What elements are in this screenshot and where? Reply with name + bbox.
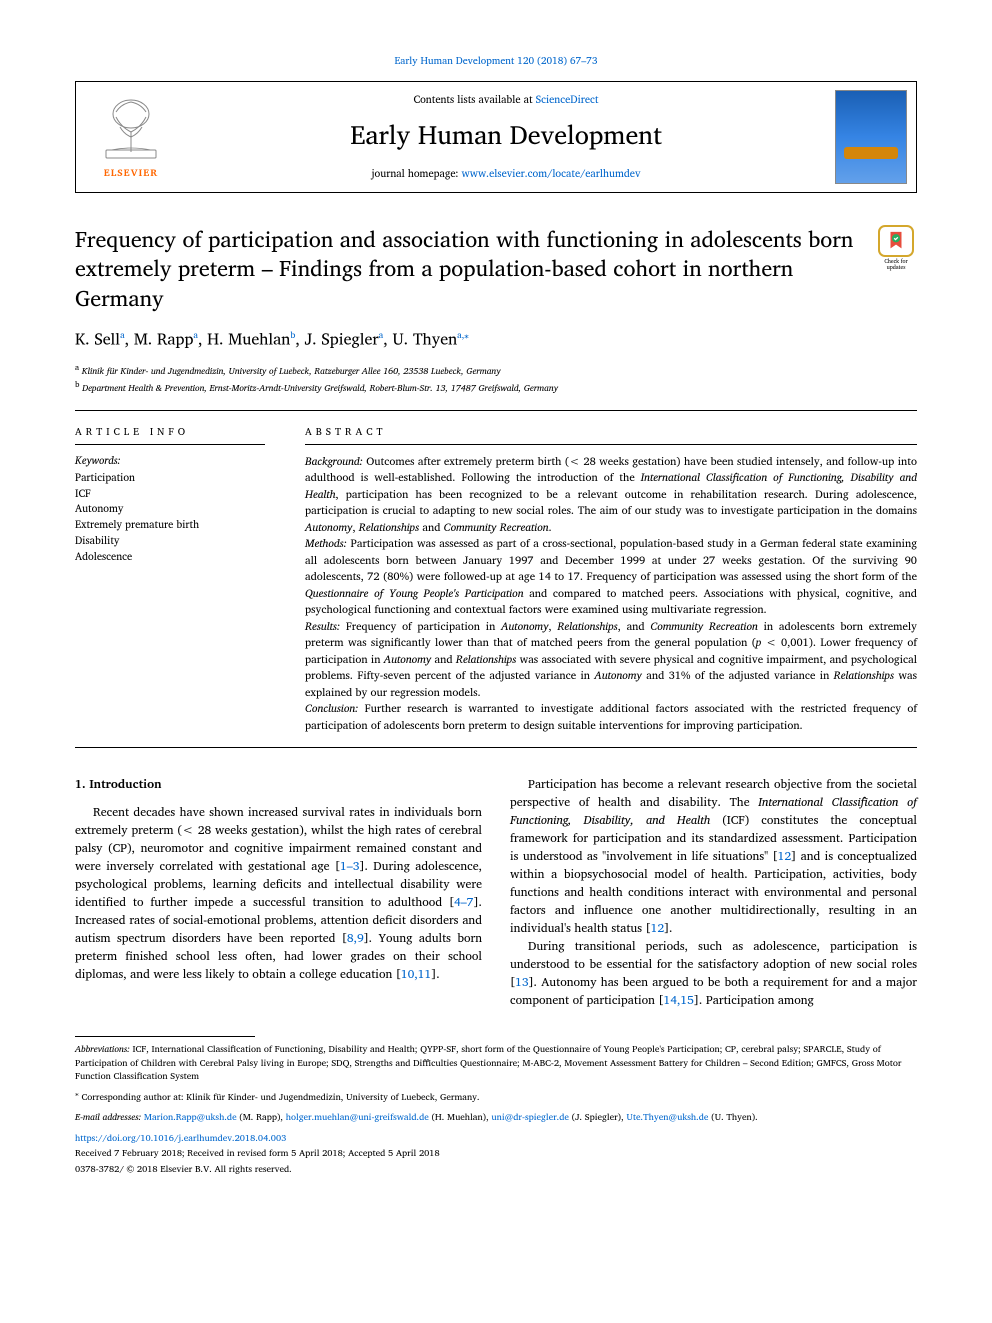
article-info-column: ARTICLE INFO Keywords: ParticipationICFA… <box>75 425 275 733</box>
body-paragraph: Recent decades have shown increased surv… <box>75 804 482 984</box>
abstract-body: Background: Outcomes after extremely pre… <box>305 453 917 734</box>
sciencedirect-link[interactable]: ScienceDirect <box>536 90 599 108</box>
article-info-label: ARTICLE INFO <box>75 425 275 440</box>
body-paragraph: During transitional periods, such as ado… <box>510 938 917 1010</box>
abstract-background-label: Background: <box>305 452 363 470</box>
homepage-link[interactable]: www.elsevier.com/locate/earlhumdev <box>462 164 641 182</box>
abstract-background: Outcomes after extremely preterm birth (… <box>305 452 917 536</box>
contents-prefix: Contents lists available at <box>414 90 536 108</box>
abstract-results-label: Results: <box>305 617 340 635</box>
homepage-prefix: journal homepage: <box>371 164 461 182</box>
journal-name: Early Human Development <box>206 117 806 155</box>
affiliation-b: Department Health & Prevention, Ernst-Mo… <box>82 380 558 395</box>
elsevier-logo: ELSEVIER <box>76 82 186 192</box>
bookmark-check-icon <box>885 230 907 252</box>
keywords-label: Keywords: <box>75 453 275 468</box>
journal-homepage: journal homepage: www.elsevier.com/locat… <box>206 166 806 181</box>
received-dates: Received 7 February 2018; Received in re… <box>75 1147 917 1160</box>
abstract-methods: Participation was assessed as part of a … <box>305 534 917 618</box>
abbreviations-footnote: Abbreviations: ICF, International Classi… <box>75 1043 917 1083</box>
divider <box>75 410 917 411</box>
body-paragraph: Participation has become a relevant rese… <box>510 776 917 938</box>
divider <box>75 747 917 748</box>
elsevier-label: ELSEVIER <box>104 166 159 181</box>
corresponding-author-footnote: ⁎ Corresponding author at: Klinik für Ki… <box>75 1089 917 1104</box>
affiliations: a Klinik für Kinder- und Jugendmedizin, … <box>75 361 917 394</box>
section-heading-introduction: 1. Introduction <box>75 776 482 794</box>
contents-available: Contents lists available at ScienceDirec… <box>206 92 806 107</box>
article-title: Frequency of participation and associati… <box>75 225 855 314</box>
abstract-methods-label: Methods: <box>305 534 347 552</box>
journal-cover-thumbnail <box>826 82 916 192</box>
journal-header: ELSEVIER Contents lists available at Sci… <box>75 81 917 193</box>
divider <box>305 444 917 445</box>
cover-image <box>835 90 907 184</box>
journal-reference: Early Human Development 120 (2018) 67–73 <box>75 54 917 69</box>
doi-link[interactable]: https://doi.org/10.1016/j.earlhumdev.201… <box>75 1132 917 1145</box>
article-body: 1. Introduction Recent decades have show… <box>75 776 917 1010</box>
corresponding-text: Corresponding author at: Klinik für Kind… <box>82 1090 480 1105</box>
keywords-list: ParticipationICFAutonomyExtremely premat… <box>75 470 275 565</box>
elsevier-tree-icon <box>96 92 166 162</box>
email-addresses-footnote: E-mail addresses: Marion.Rapp@uksh.de (M… <box>75 1111 917 1124</box>
abbreviations-text: ICF, International Classification of Fun… <box>75 1042 901 1084</box>
check-for-updates-badge[interactable]: Check for updates <box>875 225 917 271</box>
check-updates-label: Check for updates <box>875 259 917 271</box>
abstract-label: ABSTRACT <box>305 425 917 440</box>
abstract-conclusion-label: Conclusion: <box>305 699 358 717</box>
footnote-separator <box>75 1036 255 1037</box>
abstract-conclusion: Further research is warranted to investi… <box>305 699 917 734</box>
email-label: E-mail addresses: <box>75 1110 141 1125</box>
affiliation-a: Klinik für Kinder- und Jugendmedizin, Un… <box>82 363 501 378</box>
authors: K. Sella, M. Rappa, H. Muehlanb, J. Spie… <box>75 328 917 352</box>
email-list: Marion.Rapp@uksh.de (M. Rapp), holger.mu… <box>144 1110 758 1125</box>
abstract-column: ABSTRACT Background: Outcomes after extr… <box>305 425 917 733</box>
abstract-results: Frequency of participation in Autonomy, … <box>305 617 917 701</box>
divider <box>75 444 265 445</box>
copyright-line: 0378-3782/ © 2018 Elsevier B.V. All righ… <box>75 1163 917 1176</box>
